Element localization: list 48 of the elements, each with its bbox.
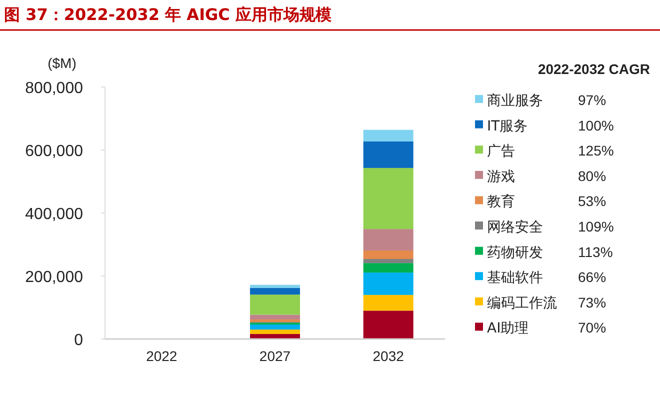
legend-label: 药物研发	[487, 244, 543, 261]
bar	[363, 310, 414, 339]
bar	[363, 294, 414, 311]
text: 66%	[578, 269, 606, 286]
legend-label: IT服务	[487, 118, 528, 134]
bar	[250, 314, 300, 320]
bar	[250, 288, 300, 295]
bar	[250, 330, 300, 334]
y-tick-label: 600,000	[25, 143, 84, 160]
y-tick-label: 800,000	[25, 80, 84, 97]
bar	[363, 168, 414, 230]
bar	[250, 284, 300, 288]
bar	[363, 141, 414, 168]
bar	[363, 130, 414, 142]
bar	[250, 324, 300, 330]
x-tick-label: 2027	[259, 348, 291, 364]
legend-label: 游戏	[487, 168, 515, 185]
legend-label: 广告	[487, 144, 515, 160]
legend-title: 2022-2032 CAGR	[538, 61, 650, 77]
text: 109%	[578, 218, 614, 234]
bar	[363, 272, 414, 295]
text: 100%	[578, 117, 614, 134]
legend-label: 编码工作流	[487, 295, 557, 312]
chart-title: 图 37：2022-2032 年 AIGC 应用市场规模	[4, 5, 332, 24]
text: 125%	[578, 142, 614, 159]
text: 53%	[578, 193, 606, 210]
text: 97%	[578, 92, 606, 108]
y-tick-label: 400,000	[25, 206, 84, 223]
bar	[363, 258, 414, 264]
y-tick-label: 0	[74, 332, 84, 349]
legend-label: 网络安全	[487, 220, 543, 236]
bar	[363, 229, 414, 250]
text: 73%	[578, 294, 606, 310]
y-tick-label: 200,000	[25, 269, 84, 286]
legend-label: 基础软件	[487, 270, 543, 286]
text: 113%	[578, 244, 613, 260]
x-tick-label: 2022	[146, 348, 178, 364]
bar	[250, 294, 300, 315]
legend-label: 教育	[487, 193, 515, 210]
legend-label: AI助理	[487, 320, 529, 337]
text: 80%	[578, 168, 606, 184]
bar	[363, 263, 414, 273]
y-axis-title: ($M)	[48, 55, 76, 71]
x-tick-label: 2032	[372, 348, 404, 364]
bar	[250, 319, 300, 322]
text: 70%	[578, 320, 606, 336]
legend-label: 商业服务	[487, 93, 543, 109]
bar	[363, 250, 414, 259]
